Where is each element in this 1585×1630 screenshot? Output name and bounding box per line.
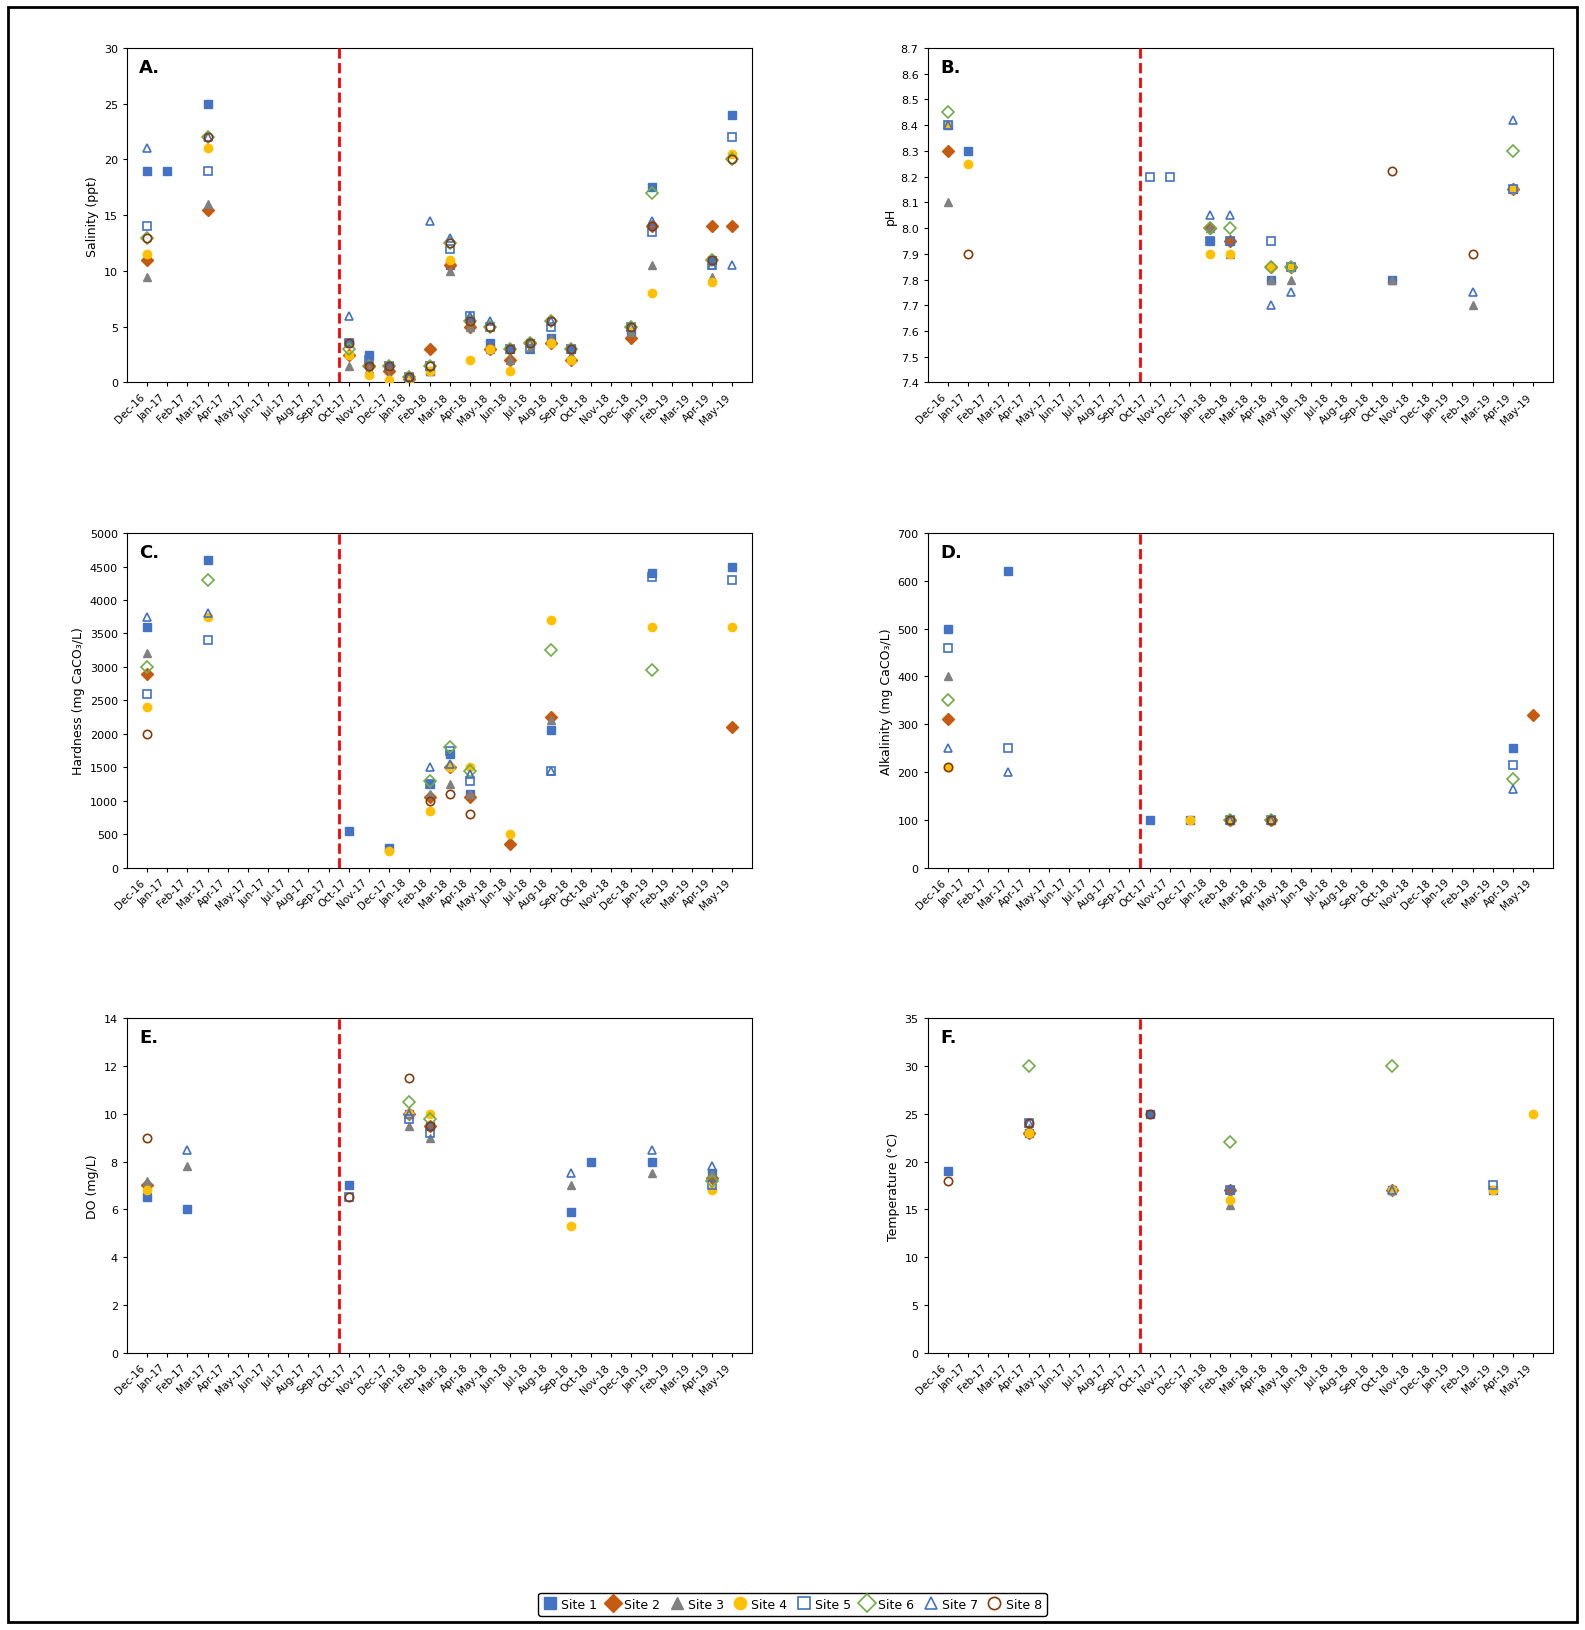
Text: B.: B. [940,59,961,77]
Text: E.: E. [139,1029,158,1046]
Text: A.: A. [139,59,160,77]
Y-axis label: Temperature (°C): Temperature (°C) [888,1131,900,1240]
Y-axis label: Hardness (mg CaCO₃/L): Hardness (mg CaCO₃/L) [73,628,86,774]
Legend: Site 1, Site 2, Site 3, Site 4, Site 5, Site 6, Site 7, Site 8: Site 1, Site 2, Site 3, Site 4, Site 5, … [539,1593,1046,1615]
Text: D.: D. [940,544,962,562]
Y-axis label: pH: pH [883,207,897,225]
Y-axis label: DO (mg/L): DO (mg/L) [87,1154,100,1218]
Text: C.: C. [139,544,160,562]
Y-axis label: Alkalinity (mg CaCO₃/L): Alkalinity (mg CaCO₃/L) [880,628,894,774]
Text: F.: F. [940,1029,957,1046]
Y-axis label: Salinity (ppt): Salinity (ppt) [87,176,100,256]
